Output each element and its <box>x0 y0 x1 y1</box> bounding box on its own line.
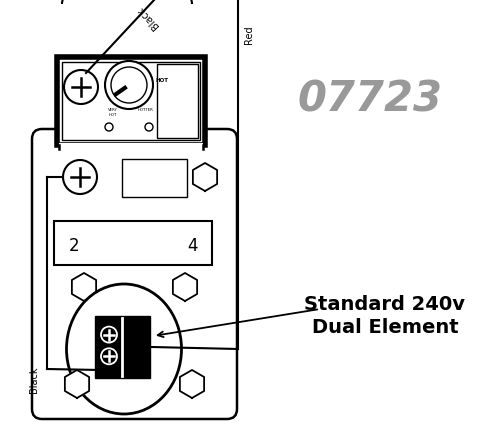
Text: Dual Element: Dual Element <box>312 318 458 337</box>
Text: VERY
HOT: VERY HOT <box>108 108 118 117</box>
FancyBboxPatch shape <box>32 130 237 419</box>
Circle shape <box>105 62 153 110</box>
Text: 2: 2 <box>68 237 80 254</box>
Text: HOT: HOT <box>155 78 168 83</box>
Polygon shape <box>173 273 197 301</box>
Circle shape <box>111 68 147 104</box>
Text: Black: Black <box>29 366 39 392</box>
FancyBboxPatch shape <box>95 316 150 378</box>
Text: 4: 4 <box>187 237 198 254</box>
Circle shape <box>63 161 97 194</box>
Text: Standard 240v: Standard 240v <box>304 295 466 314</box>
FancyBboxPatch shape <box>157 65 198 139</box>
Circle shape <box>101 327 117 343</box>
Circle shape <box>145 124 153 132</box>
Text: HOTTER: HOTTER <box>137 108 153 112</box>
Ellipse shape <box>66 284 182 414</box>
Polygon shape <box>72 273 96 301</box>
FancyBboxPatch shape <box>122 159 187 198</box>
Text: Red: Red <box>244 26 254 44</box>
Polygon shape <box>193 164 217 191</box>
Text: 07723: 07723 <box>298 79 442 121</box>
FancyBboxPatch shape <box>57 58 205 146</box>
Circle shape <box>101 349 117 364</box>
Text: Black: Black <box>136 4 160 30</box>
Circle shape <box>105 124 113 132</box>
Circle shape <box>64 71 98 105</box>
FancyBboxPatch shape <box>59 144 203 158</box>
Polygon shape <box>65 370 89 398</box>
Polygon shape <box>180 370 204 398</box>
FancyBboxPatch shape <box>54 222 212 265</box>
FancyBboxPatch shape <box>62 63 200 141</box>
